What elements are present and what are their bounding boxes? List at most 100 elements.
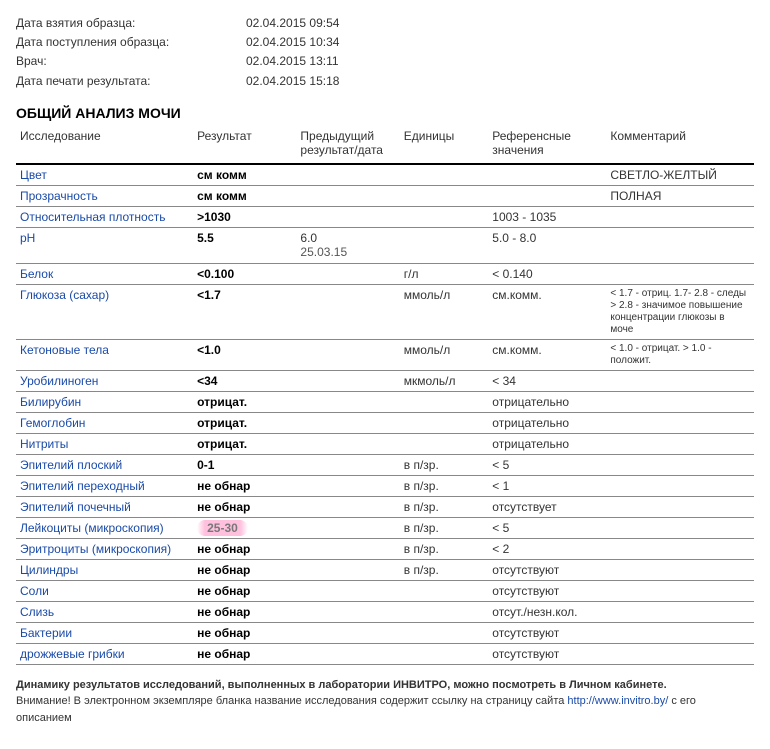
cell-prev xyxy=(296,475,399,496)
cell-test-name: Эпителий переходный xyxy=(16,475,193,496)
cell-ref xyxy=(488,185,606,206)
cell-test-name: Кетоновые тела xyxy=(16,339,193,370)
cell-test-name: Эритроциты (микроскопия) xyxy=(16,538,193,559)
meta-label: Врач: xyxy=(16,52,246,71)
table-row: Цветсм коммСВЕТЛО-ЖЕЛТЫЙ xyxy=(16,164,754,186)
cell-prev xyxy=(296,580,399,601)
cell-test-name: Белок xyxy=(16,263,193,284)
table-row: Нитритыотрицат.отрицательно xyxy=(16,433,754,454)
cell-units xyxy=(400,412,489,433)
cell-result: не обнар xyxy=(193,538,296,559)
cell-result: 5.5 xyxy=(193,227,296,263)
cell-prev xyxy=(296,284,399,339)
cell-result: <34 xyxy=(193,370,296,391)
cell-result: отрицат. xyxy=(193,433,296,454)
cell-result: <1.0 xyxy=(193,339,296,370)
cell-result: 0-1 xyxy=(193,454,296,475)
cell-ref xyxy=(488,164,606,186)
cell-test-name: Относительная плотность xyxy=(16,206,193,227)
meta-row: Дата поступления образца:02.04.2015 10:3… xyxy=(16,33,754,52)
cell-ref: отсутствуют xyxy=(488,643,606,664)
table-row: Солине обнар отсутствуют xyxy=(16,580,754,601)
table-row: Белок<0.100г/л< 0.140 xyxy=(16,263,754,284)
meta-value: 02.04.2015 10:34 xyxy=(246,33,339,52)
cell-comment xyxy=(606,538,754,559)
cell-prev xyxy=(296,206,399,227)
cell-comment xyxy=(606,263,754,284)
cell-ref: < 34 xyxy=(488,370,606,391)
col-result: Результат xyxy=(193,125,296,164)
cell-comment: < 1.7 - отриц. 1.7- 2.8 - следы > 2.8 - … xyxy=(606,284,754,339)
table-row: Гемоглобинотрицат. отрицательно xyxy=(16,412,754,433)
col-units: Единицы xyxy=(400,125,489,164)
table-row: Кетоновые тела<1.0 ммоль/лсм.комм.< 1.0 -… xyxy=(16,339,754,370)
col-test: Исследование xyxy=(16,125,193,164)
cell-prev xyxy=(296,538,399,559)
meta-value: 02.04.2015 09:54 xyxy=(246,14,339,33)
cell-test-name: Гемоглобин xyxy=(16,412,193,433)
cell-ref: см.комм. xyxy=(488,284,606,339)
cell-prev xyxy=(296,412,399,433)
cell-units xyxy=(400,206,489,227)
cell-ref: отрицательно xyxy=(488,433,606,454)
cell-ref: отсут./незн.кол. xyxy=(488,601,606,622)
footer-note-prefix: Внимание! В электронном экземпляре бланк… xyxy=(16,695,567,707)
cell-prev xyxy=(296,164,399,186)
cell-ref: см.комм. xyxy=(488,339,606,370)
cell-comment xyxy=(606,433,754,454)
cell-comment xyxy=(606,412,754,433)
cell-prev xyxy=(296,454,399,475)
cell-units: в п/зр. xyxy=(400,538,489,559)
table-row: Бактериине обнаротсутствуют xyxy=(16,622,754,643)
cell-ref: < 1 xyxy=(488,475,606,496)
cell-test-name: Билирубин xyxy=(16,391,193,412)
meta-value: 02.04.2015 15:18 xyxy=(246,72,339,91)
cell-units: в п/зр. xyxy=(400,517,489,538)
results-table: Исследование Результат Предыдущий резуль… xyxy=(16,125,754,665)
cell-ref: отрицательно xyxy=(488,412,606,433)
table-row: Глюкоза (сахар)<1.7ммоль/лсм.комм.< 1.7 … xyxy=(16,284,754,339)
cell-units: ммоль/л xyxy=(400,339,489,370)
footer-note: Внимание! В электронном экземпляре бланк… xyxy=(16,693,754,726)
col-comment: Комментарий xyxy=(606,125,754,164)
cell-ref: отсутствуют xyxy=(488,622,606,643)
cell-comment xyxy=(606,559,754,580)
table-row: Прозрачностьсм коммПОЛНАЯ xyxy=(16,185,754,206)
section-title: ОБЩИЙ АНАЛИЗ МОЧИ xyxy=(16,105,754,121)
cell-result: см комм xyxy=(193,164,296,186)
cell-prev: 6.025.03.15 xyxy=(296,227,399,263)
cell-comment: < 1.0 - отрицат. > 1.0 - положит. xyxy=(606,339,754,370)
cell-ref: 1003 - 1035 xyxy=(488,206,606,227)
cell-prev xyxy=(296,185,399,206)
cell-units xyxy=(400,580,489,601)
cell-result: не обнар xyxy=(193,580,296,601)
cell-test-name: Глюкоза (сахар) xyxy=(16,284,193,339)
col-ref: Референсные значения xyxy=(488,125,606,164)
cell-result: не обнар xyxy=(193,496,296,517)
cell-prev xyxy=(296,263,399,284)
cell-result: не обнар xyxy=(193,643,296,664)
meta-row: Врач:02.04.2015 13:11 xyxy=(16,52,754,71)
table-header-row: Исследование Результат Предыдущий резуль… xyxy=(16,125,754,164)
table-row: дрожжевые грибкине обнар отсутствуют xyxy=(16,643,754,664)
cell-test-name: pH xyxy=(16,227,193,263)
cell-comment xyxy=(606,580,754,601)
table-row: Эпителий переходныйне обнарв п/зр.< 1 xyxy=(16,475,754,496)
cell-comment xyxy=(606,517,754,538)
cell-prev xyxy=(296,496,399,517)
cell-result: отрицат. xyxy=(193,412,296,433)
cell-test-name: дрожжевые грибки xyxy=(16,643,193,664)
cell-ref: отсутствуют xyxy=(488,580,606,601)
cell-units xyxy=(400,643,489,664)
table-row: Цилиндрыне обнарв п/зр.отсутствуют xyxy=(16,559,754,580)
footer-link[interactable]: http://www.invitro.by/ xyxy=(567,695,668,707)
cell-test-name: Эпителий плоский xyxy=(16,454,193,475)
cell-prev xyxy=(296,339,399,370)
cell-comment xyxy=(606,370,754,391)
cell-result: не обнар xyxy=(193,601,296,622)
table-row: Эпителий почечныйне обнарв п/зр.отсутств… xyxy=(16,496,754,517)
cell-ref: < 2 xyxy=(488,538,606,559)
cell-test-name: Соли xyxy=(16,580,193,601)
cell-test-name: Уробилиноген xyxy=(16,370,193,391)
cell-units xyxy=(400,622,489,643)
